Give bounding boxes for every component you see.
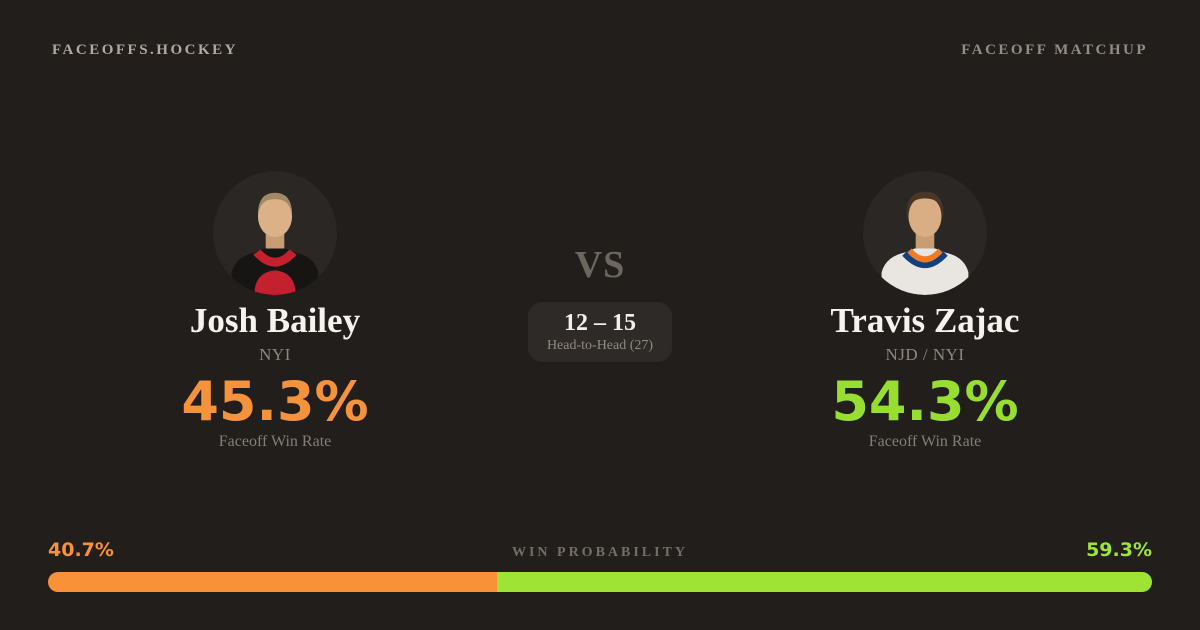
player-card-left: Josh Bailey NYI 45.3% Faceoff Win Rate xyxy=(75,171,475,451)
win-prob-left-value: 40.7% xyxy=(48,539,114,561)
player-team: NYI xyxy=(259,344,291,364)
player-win-rate: 45.3% xyxy=(181,369,369,433)
site-brand: FACEOFFS.HOCKEY xyxy=(52,42,238,58)
win-bar-left-fill xyxy=(48,572,498,592)
player-win-rate-label: Faceoff Win Rate xyxy=(868,432,982,450)
player-win-rate-label: Faceoff Win Rate xyxy=(218,432,332,450)
head-to-head-box: 12 – 15 Head-to-Head (27) xyxy=(528,302,672,362)
win-prob-right-value: 59.3% xyxy=(1086,539,1152,561)
topbar: FACEOFFS.HOCKEY FACEOFF MATCHUP xyxy=(52,42,1148,59)
josh-bailey-headshot xyxy=(213,171,337,295)
win-probability-labels: 40.7% WIN PROBABILITY 59.3% xyxy=(48,539,1152,561)
player-team: NJD / NYI xyxy=(885,344,965,364)
win-probability-bar xyxy=(48,572,1152,592)
player-win-rate: 54.3% xyxy=(831,369,1019,433)
win-probability-title: WIN PROBABILITY xyxy=(511,545,689,560)
player-card-right: Travis Zajac NJD / NYI 54.3% Faceoff Win… xyxy=(725,171,1125,451)
head-to-head-score: 12 – 15 xyxy=(564,309,636,336)
page-label: FACEOFF MATCHUP xyxy=(961,42,1148,58)
player-name: Josh Bailey xyxy=(189,301,361,340)
travis-zajac-headshot xyxy=(863,171,987,295)
player-name: Travis Zajac xyxy=(830,301,1020,340)
win-bar-right-fill xyxy=(497,572,1152,592)
vs-label: VS xyxy=(574,244,626,286)
head-to-head-label: Head-to-Head (27) xyxy=(546,338,654,354)
center-column: VS 12 – 15 Head-to-Head (27) xyxy=(400,246,800,362)
